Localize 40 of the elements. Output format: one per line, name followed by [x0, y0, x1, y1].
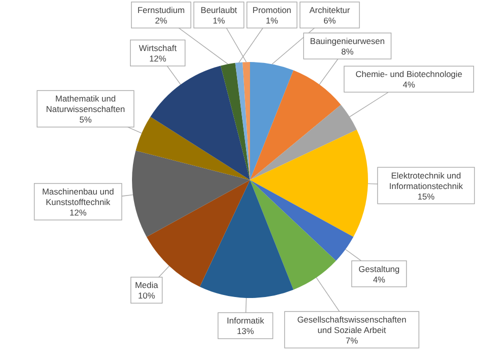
pie-slice: [132, 150, 250, 237]
slice-label: Elektrotechnik und Informationstechnik: [389, 170, 464, 191]
pie-slice: [250, 130, 368, 237]
slice-label: Wirtschaft: [138, 42, 178, 53]
data-label: 4%: [372, 274, 386, 284]
pie-slice: [250, 62, 294, 180]
slice-label: Media: [134, 280, 158, 290]
slice-label: Chemie- und Biotechnologie: [355, 69, 463, 80]
slice-label: Beurlaubt: [200, 5, 238, 15]
data-label: 1%: [212, 16, 226, 26]
pie-slice: [150, 66, 250, 180]
slice-label: Gestaltung: [358, 264, 400, 274]
pie-slice: [250, 70, 341, 180]
pie-slice: [220, 62, 250, 180]
data-label: 4%: [402, 80, 416, 90]
data-label: 12%: [149, 53, 167, 64]
data-label: 12%: [70, 207, 87, 218]
data-label: 15%: [418, 191, 435, 202]
data-label: 13%: [236, 326, 254, 336]
pie-slice: [136, 116, 250, 180]
slice-label: Gesellschaftswissenschaften und Soziale Arbeit: [297, 314, 407, 335]
data-label: 2%: [154, 16, 168, 26]
pie-slice: [250, 180, 336, 290]
pie-slice: [235, 62, 250, 180]
data-label: 10%: [138, 290, 156, 301]
pie-slice: [250, 180, 354, 261]
slice-label: Mathematik und Naturwissenschaften: [46, 94, 126, 114]
pie-slice: [200, 180, 294, 298]
slice-label: Informatik: [226, 316, 265, 326]
slice-label: Promotion: [252, 5, 292, 15]
slice-label: Architektur: [309, 5, 350, 15]
data-label: 6%: [324, 16, 336, 26]
pie-slice: [250, 104, 357, 180]
slice-label: Fernstudium: [137, 5, 185, 15]
data-label: 5%: [79, 114, 92, 125]
data-label: 7%: [346, 335, 358, 346]
slice-label: Maschinenbau und Kunststofftechnik: [42, 186, 114, 207]
slice-label: Bauingenieurwesen: [310, 36, 385, 46]
data-label: 8%: [341, 46, 354, 56]
data-label: 1%: [266, 16, 279, 26]
